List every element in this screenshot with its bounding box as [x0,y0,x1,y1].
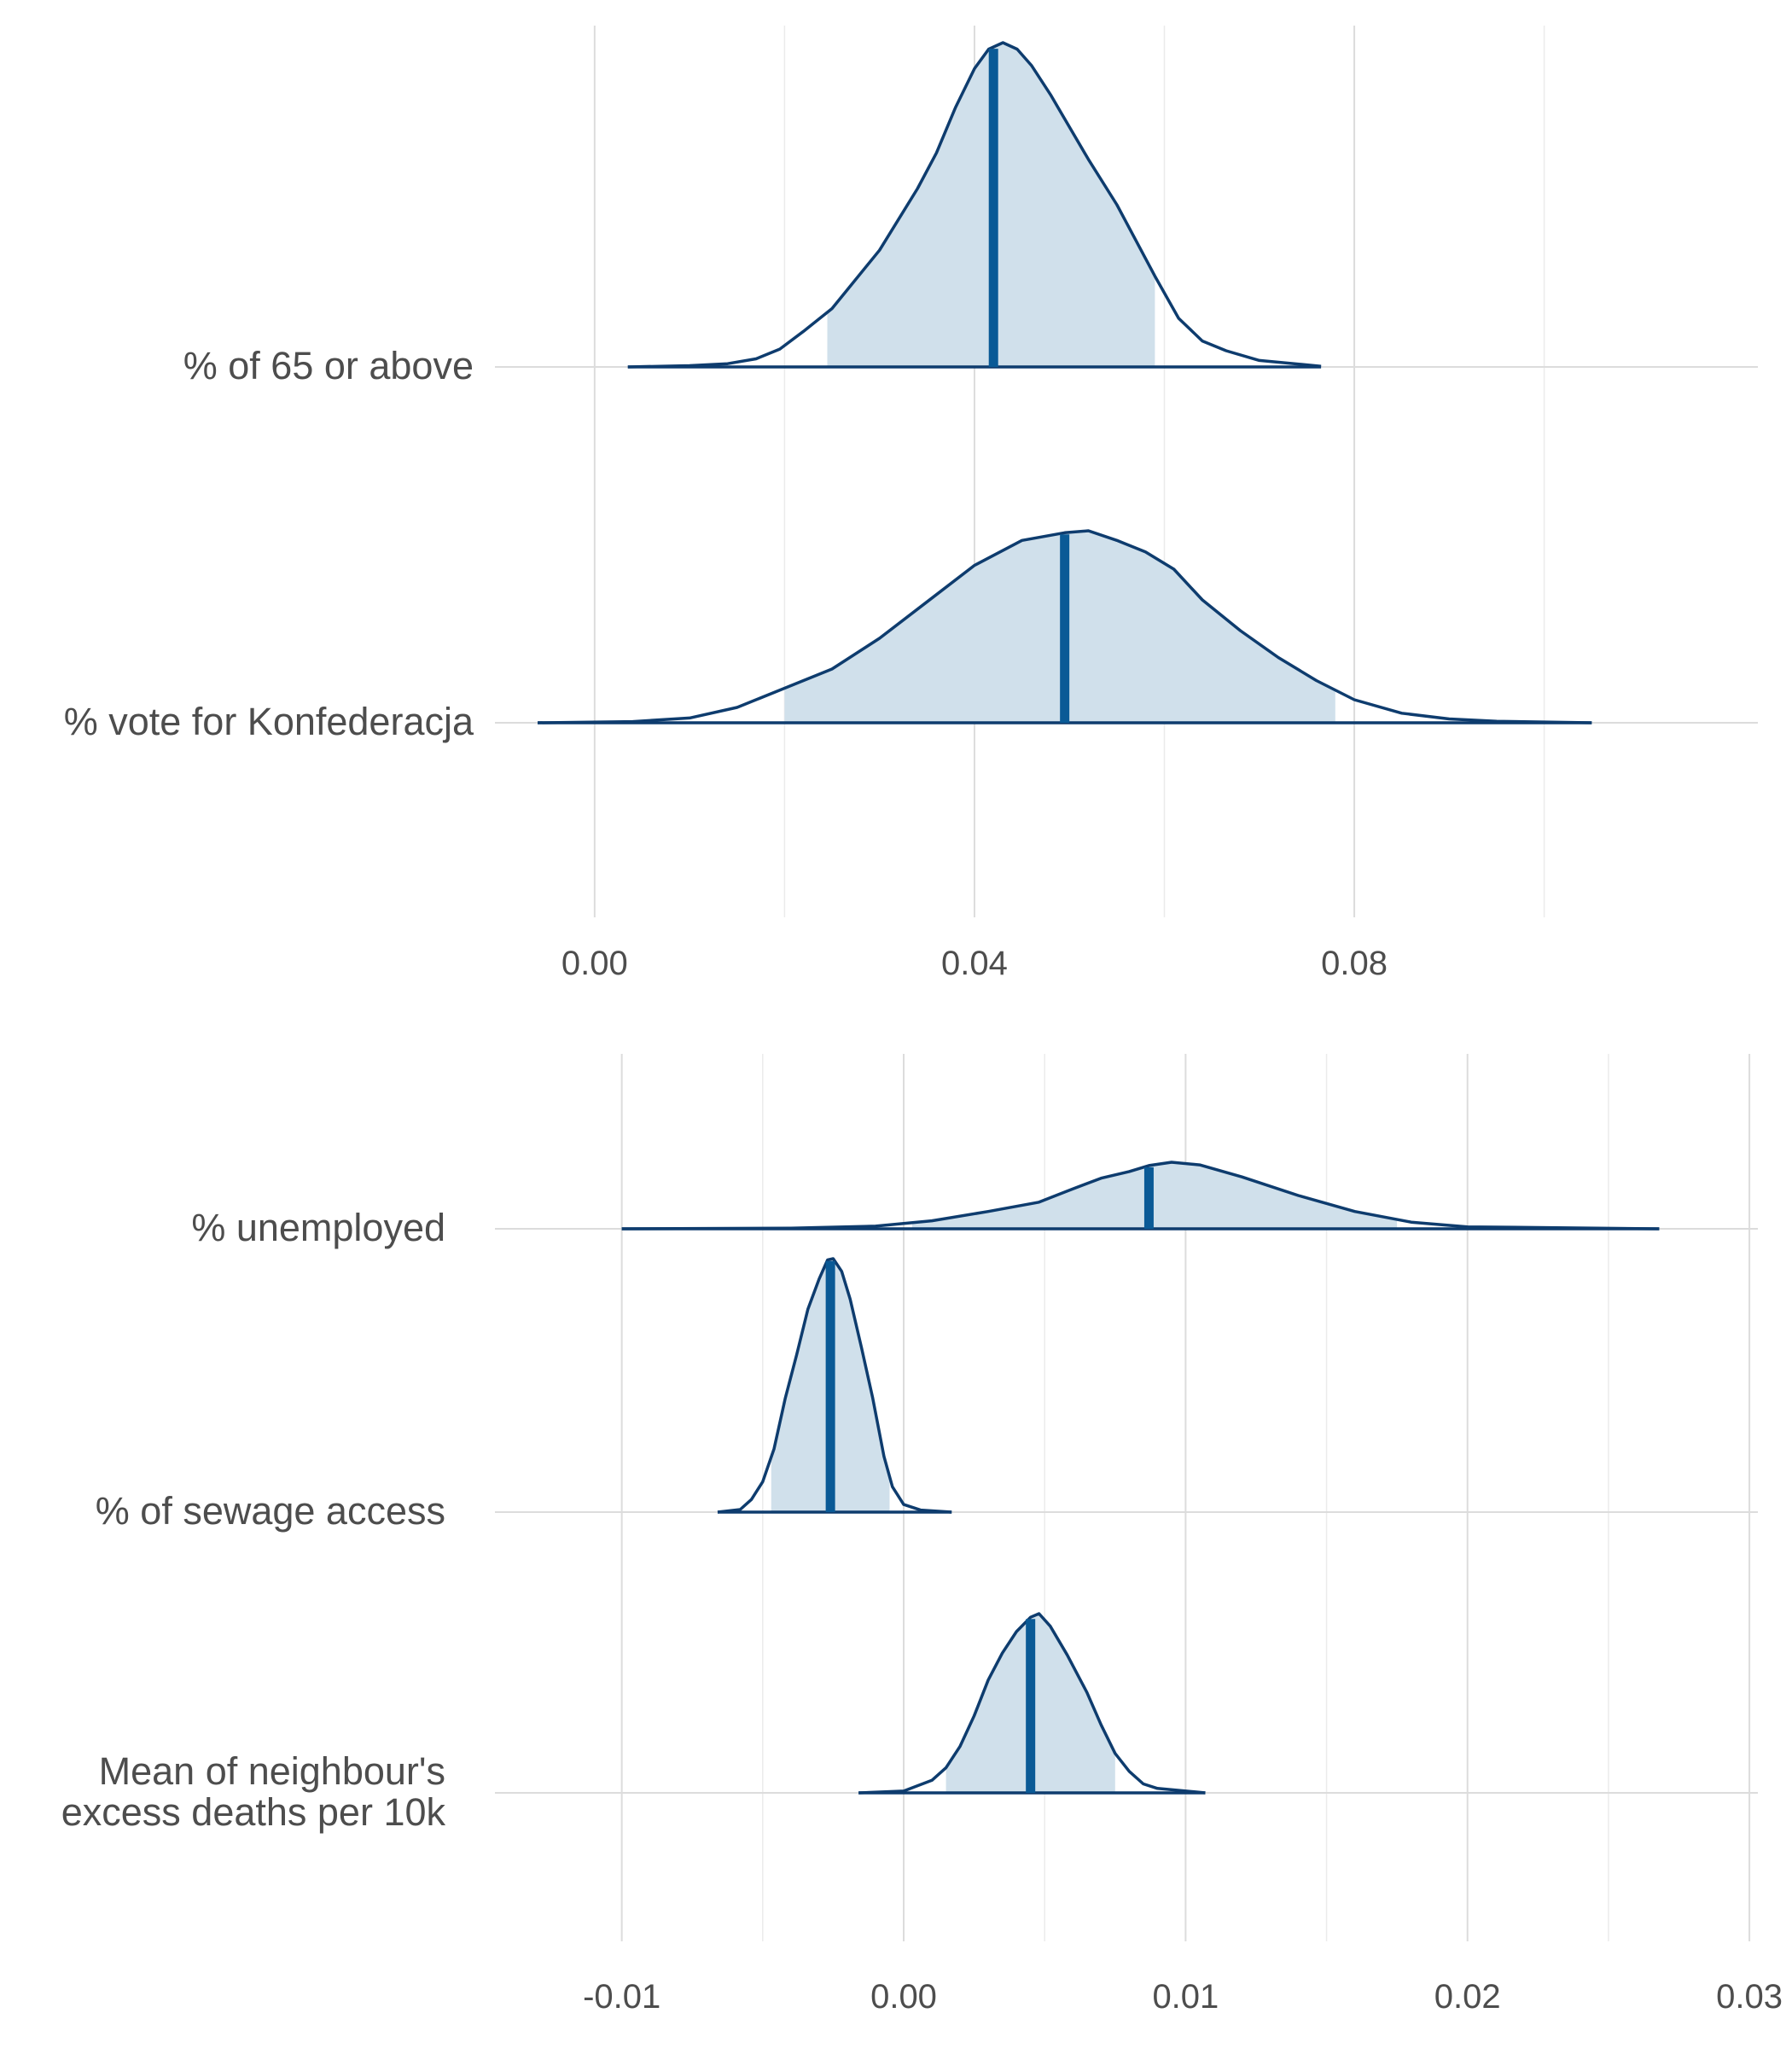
x-tick-label: 0.03 [1716,1978,1783,2016]
interval-fill-unemployed [911,1162,1398,1229]
y-label-line: excess deaths per 10k [61,1790,446,1834]
y-label-line: Mean of neighbour's [99,1749,445,1793]
x-tick-label: 0.00 [561,945,628,982]
y-label-line: % unemployed [191,1206,445,1249]
y-label-vote-for-konfederacja: % vote for Konfederacja [64,700,474,743]
density-curve-of-65-or-above [627,41,1322,369]
y-label-unemployed: % unemployed [191,1206,445,1249]
density-curve-of-sewage-access [717,1257,952,1514]
x-tick-label: 0.01 [1152,1978,1219,2016]
density-curve-mean-of-neighbour-s-excess-deaths-per-10k [858,1612,1206,1795]
density-curve-unemployed [621,1161,1660,1231]
x-tick-label: 0.08 [1321,945,1388,982]
x-tick-label: 0.04 [941,945,1008,982]
x-tick-label: 0.00 [870,1978,937,2016]
y-label-of-65-or-above: % of 65 or above [183,344,474,387]
y-label-of-sewage-access: % of sewage access [96,1489,445,1533]
y-label-mean-of-neighbour-s-excess-deaths-per-10k: Mean of neighbour's excess deaths per 10k [61,1749,446,1834]
y-label-line: % of sewage access [96,1489,445,1533]
x-tick-label: 0.02 [1434,1978,1501,2016]
y-label-line: % vote for Konfederacja [64,700,474,743]
x-tick-label: -0.01 [583,1978,660,2016]
y-label-line: % of 65 or above [183,344,474,387]
interval-fill-vote-for-konfederacja [784,531,1335,723]
density-curve-vote-for-konfederacja [538,529,1592,724]
